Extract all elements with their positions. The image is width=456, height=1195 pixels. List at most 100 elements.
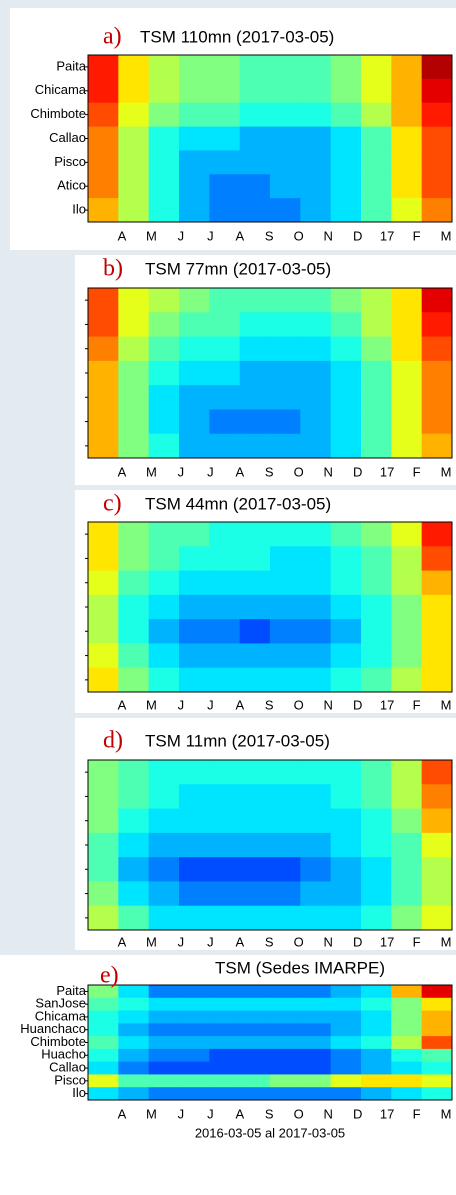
- heatmap-cell: [421, 1023, 453, 1037]
- heatmap-cell: [148, 594, 180, 620]
- heatmap-cell: [391, 570, 423, 596]
- heatmap-cell: [239, 522, 271, 547]
- heatmap-cell: [300, 288, 332, 313]
- heatmap-cell: [209, 808, 241, 834]
- heatmap-cell: [179, 1023, 210, 1037]
- heatmap-cell: [391, 174, 423, 199]
- heatmap-cell: [391, 594, 423, 620]
- heatmap-cell: [330, 198, 362, 223]
- x-tick-label: F: [413, 934, 421, 949]
- heatmap-cell: [179, 905, 210, 931]
- heatmap-cell: [421, 1074, 453, 1088]
- heatmap-cell: [88, 1023, 119, 1037]
- x-tick-label: M: [146, 464, 157, 479]
- heatmap-cell: [391, 857, 423, 882]
- heatmap-cell: [270, 881, 301, 907]
- row-label: Callao: [49, 1059, 86, 1074]
- heatmap-cell: [300, 808, 332, 834]
- heatmap-cell: [270, 832, 301, 858]
- heatmap-cell: [330, 522, 362, 547]
- heatmap-cell: [239, 619, 271, 644]
- heatmap-cell: [330, 55, 362, 80]
- heatmap-cell: [118, 594, 150, 620]
- heatmap-cell: [239, 667, 271, 693]
- heatmap-cell: [239, 570, 271, 596]
- heatmap-cell: [270, 905, 301, 931]
- heatmap-cell: [209, 150, 241, 175]
- heatmap-cell: [330, 857, 362, 882]
- heatmap-cell: [391, 433, 423, 459]
- x-tick-label: M: [146, 697, 157, 712]
- heatmap-cell: [209, 905, 241, 931]
- row-label: Chimbote: [30, 1034, 86, 1049]
- heatmap-cell: [361, 174, 392, 199]
- x-tick-label: M: [146, 1106, 157, 1121]
- x-tick-label: 17: [380, 464, 394, 479]
- heatmap-cell: [209, 312, 241, 338]
- heatmap-cell: [361, 570, 392, 596]
- heatmap-cell: [239, 433, 271, 459]
- heatmap-cell: [239, 1048, 271, 1063]
- heatmap-cell: [270, 385, 301, 410]
- heatmap-cell: [88, 360, 119, 386]
- heatmap-cell: [270, 288, 301, 313]
- heatmap-cell: [300, 1087, 332, 1101]
- heatmap-cell: [421, 312, 453, 338]
- heatmap-cell: [118, 546, 150, 572]
- heatmap-cell: [179, 1087, 210, 1101]
- heatmap-cell: [330, 1023, 362, 1037]
- heatmap-cell: [88, 78, 119, 104]
- heatmap-cell: [148, 1074, 180, 1088]
- heatmap-cell: [239, 1061, 271, 1075]
- row-label: Pisco: [54, 1072, 86, 1087]
- x-tick-label: M: [441, 228, 452, 243]
- heatmap-cell: [239, 808, 271, 834]
- heatmap-cell: [209, 78, 241, 104]
- heatmap-cell: [421, 78, 453, 104]
- x-tick-label: M: [146, 934, 157, 949]
- heatmap-cell: [209, 760, 241, 785]
- heatmap-cell: [421, 150, 453, 175]
- heatmap-cell: [361, 1087, 392, 1101]
- heatmap-cell: [148, 312, 180, 338]
- heatmap-cell: [421, 546, 453, 572]
- heatmap-cell: [361, 336, 392, 362]
- heatmap-cell: [148, 385, 180, 410]
- heatmap-cell: [391, 1048, 423, 1063]
- heatmap-cell: [209, 985, 241, 999]
- heatmap-cell: [88, 385, 119, 410]
- heatmap-cell: [148, 433, 180, 459]
- row-label: Huacho: [41, 1047, 86, 1062]
- heatmap-cell: [421, 1010, 453, 1024]
- x-tick-label: A: [235, 934, 244, 949]
- heatmap-cell: [421, 997, 453, 1012]
- heatmap-cell: [270, 784, 301, 810]
- x-tick-label: J: [178, 1106, 185, 1121]
- heatmap-cell: [239, 312, 271, 338]
- heatmap-cell: [330, 1048, 362, 1063]
- x-tick-label: N: [323, 934, 332, 949]
- heatmap-cell: [391, 784, 423, 810]
- heatmap-cell: [391, 150, 423, 175]
- heatmap-cell: [391, 360, 423, 386]
- heatmap-cell: [118, 1010, 150, 1024]
- heatmap-cell: [118, 1061, 150, 1075]
- heatmap-cell: [88, 312, 119, 338]
- heatmap-cell: [209, 126, 241, 151]
- heatmap-cell: [300, 760, 332, 785]
- heatmap-cell: [270, 1074, 301, 1088]
- heatmap-cell: [118, 360, 150, 386]
- heatmap-cell: [88, 102, 119, 128]
- heatmap-cell: [209, 881, 241, 907]
- x-tick-label: M: [441, 934, 452, 949]
- heatmap-cell: [179, 784, 210, 810]
- heatmap-cell: [209, 619, 241, 644]
- row-label: Pisco: [54, 154, 86, 169]
- heatmap-cell: [118, 784, 150, 810]
- heatmap-cell: [88, 1036, 119, 1050]
- heatmap-cell: [391, 385, 423, 410]
- heatmap-cell: [300, 385, 332, 410]
- heatmap-cell: [421, 808, 453, 834]
- heatmap-cell: [330, 336, 362, 362]
- heatmap-cell: [391, 1087, 423, 1101]
